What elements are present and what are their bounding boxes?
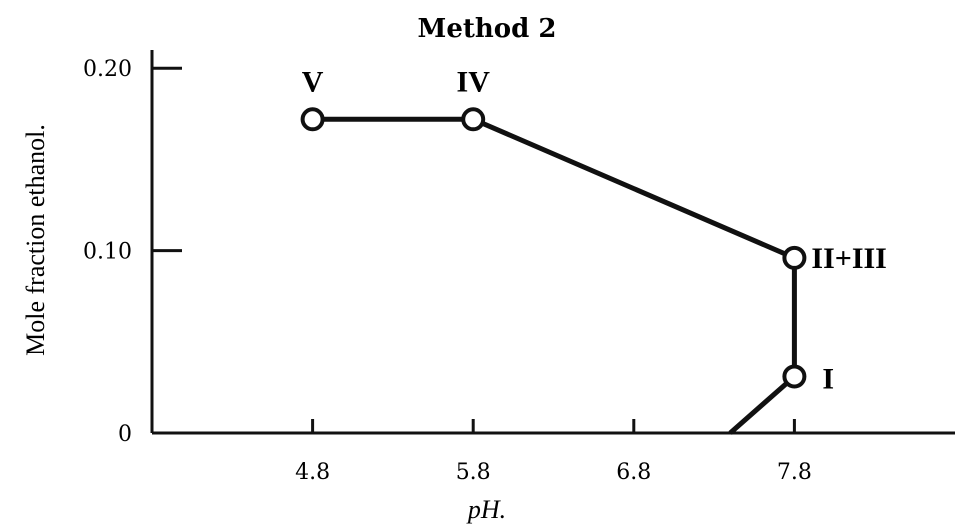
x-tick-label: 5.8 bbox=[456, 460, 491, 485]
data-point bbox=[782, 364, 807, 389]
series-line bbox=[312, 116, 797, 435]
x-tick-label: 4.8 bbox=[295, 460, 330, 485]
series: V IV II+III I bbox=[300, 65, 887, 435]
x-tick-label: 6.8 bbox=[616, 460, 651, 485]
y-tick-label: 0.20 bbox=[83, 57, 132, 82]
axes bbox=[150, 50, 955, 435]
ticks: 4.8 5.8 6.8 7.8 0 0.10 0.20 bbox=[83, 57, 812, 485]
point-label: II+III bbox=[811, 242, 886, 275]
point-label: I bbox=[822, 362, 834, 395]
x-axis-label: pH. bbox=[466, 495, 506, 524]
x-tick-label: 7.8 bbox=[777, 460, 812, 485]
data-point bbox=[461, 107, 486, 132]
point-label: IV bbox=[457, 65, 491, 98]
point-label: V bbox=[302, 65, 324, 98]
y-tick-label: 0 bbox=[118, 422, 132, 447]
chart-title: Method 2 bbox=[418, 14, 557, 44]
data-point bbox=[300, 107, 325, 132]
y-axis-label: Mole fraction ethanol. bbox=[21, 124, 50, 356]
data-point bbox=[782, 245, 807, 270]
y-tick-label: 0.10 bbox=[83, 240, 132, 265]
